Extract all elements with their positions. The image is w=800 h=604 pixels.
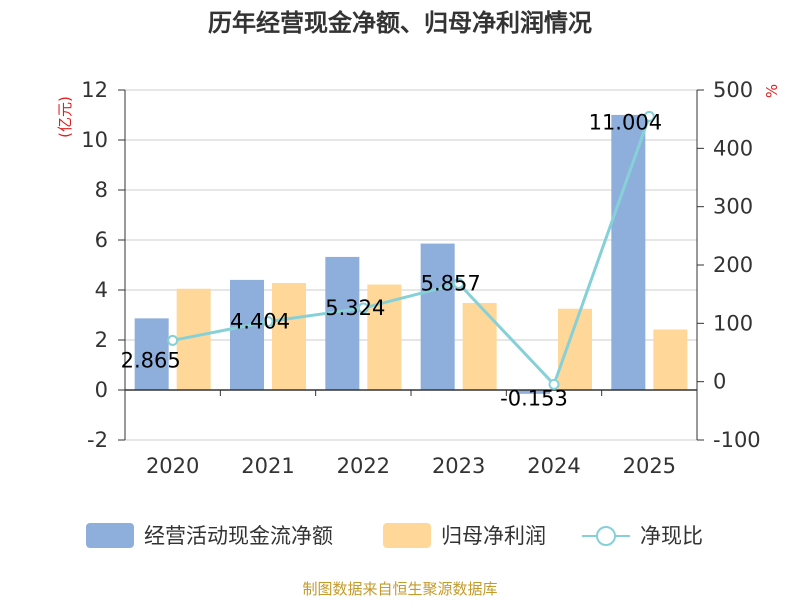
bars — [134, 114, 688, 394]
legend-marker-ratio — [596, 526, 616, 546]
y-left-axis-label: (亿元) — [56, 96, 74, 138]
ratio-point — [643, 110, 655, 122]
x-tick-label: 2025 — [623, 454, 676, 478]
ratio-point — [548, 378, 560, 390]
y-right-tick-label: 300 — [713, 195, 753, 219]
y-left-tick-label: 10 — [81, 128, 108, 152]
x-tick-label: 2024 — [527, 454, 580, 478]
data-label: 4.404 — [230, 310, 290, 334]
y-left-tick-label: -2 — [87, 428, 108, 452]
legend-swatch-profit — [383, 523, 431, 548]
axes: -2 0 2 4 6 8 10 12 -100 0 100 200 300 400 500 2020 2021 2… — [81, 78, 760, 478]
source-footer: 制图数据来自恒生聚源数据库 — [302, 580, 497, 598]
data-label: 5.324 — [325, 296, 385, 320]
ratio-point — [262, 316, 274, 328]
bar-cashflow — [230, 279, 264, 390]
y-left-tick-label: 0 — [95, 378, 108, 402]
y-left-tick-label: 12 — [81, 78, 108, 102]
bar-cashflow — [516, 390, 550, 394]
bar-profit — [272, 283, 306, 390]
y-left-tick-label: 6 — [95, 228, 108, 252]
data-label: -0.153 — [500, 386, 568, 410]
bar-profit — [653, 329, 688, 390]
y-right-tick-label: 200 — [713, 253, 753, 277]
bar-cashflow — [325, 256, 360, 390]
y-right-tick-label: -100 — [713, 428, 761, 452]
y-left-tick-label: 8 — [95, 178, 108, 202]
legend-label-ratio: 净现比 — [640, 524, 703, 548]
ratio-point — [357, 302, 369, 314]
data-label: 2.865 — [121, 348, 181, 372]
data-labels: 2.865 4.404 5.324 5.857 -0.153 11.004 — [121, 110, 662, 410]
y-left-tick-label: 2 — [95, 328, 108, 352]
ratio-line — [167, 110, 655, 390]
y-left-tick-label: 4 — [95, 278, 108, 302]
x-tick-label: 2022 — [337, 454, 390, 478]
ratio-point — [453, 277, 465, 289]
bar-cashflow — [420, 243, 455, 390]
x-tick-label: 2023 — [432, 454, 485, 478]
legend: 经营活动现金流净额 归母净利润 净现比 — [86, 523, 703, 548]
y-right-tick-label: 100 — [713, 311, 753, 335]
data-label: 11.004 — [589, 110, 662, 134]
bar-cashflow — [134, 318, 169, 390]
chart-title: 历年经营现金净额、归母净利润情况 — [208, 9, 592, 37]
grid-lines — [125, 89, 697, 441]
y-right-tick-label: 500 — [713, 78, 753, 102]
legend-label-cashflow: 经营活动现金流净额 — [144, 524, 333, 548]
data-label: 5.857 — [421, 271, 481, 295]
y-right-axis-label: % — [763, 84, 781, 98]
ratio-line-path — [172, 115, 651, 388]
bar-cashflow — [611, 114, 646, 391]
bar-profit — [462, 303, 497, 390]
y-right-tick-label: 0 — [713, 370, 726, 394]
ratio-point — [167, 334, 179, 346]
x-tick-label: 2020 — [146, 454, 199, 478]
x-tick-label: 2021 — [241, 454, 294, 478]
legend-swatch-cashflow — [86, 523, 134, 548]
y-right-tick-label: 400 — [713, 136, 753, 160]
legend-label-profit: 归母净利润 — [441, 524, 546, 548]
